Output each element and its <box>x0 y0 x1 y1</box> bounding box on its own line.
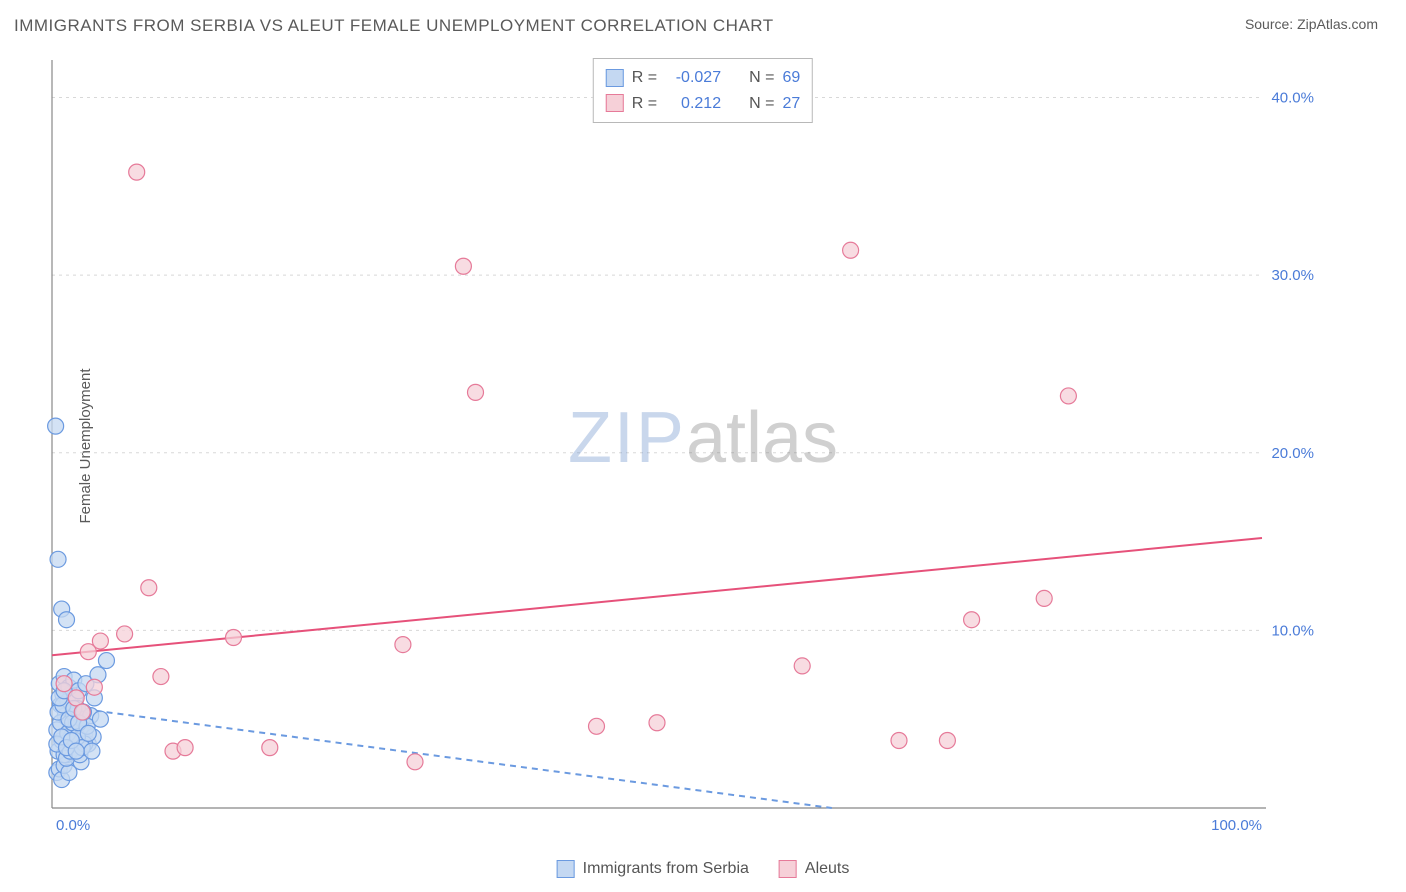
aleuts-point <box>395 637 411 653</box>
legend-label: Aleuts <box>805 860 849 878</box>
aleuts-point <box>649 715 665 731</box>
legend-swatch <box>606 94 624 112</box>
serbia-point <box>68 743 84 759</box>
aleuts-point <box>141 580 157 596</box>
legend-n-value: 69 <box>782 65 800 91</box>
y-tick-label: 30.0% <box>1271 267 1314 284</box>
aleuts-point <box>177 740 193 756</box>
serbia-point <box>98 653 114 669</box>
source-link[interactable]: ZipAtlas.com <box>1297 16 1378 32</box>
aleuts-point <box>455 258 471 274</box>
serbia-point <box>50 551 66 567</box>
serbia-point <box>80 725 96 741</box>
aleuts-point <box>262 740 278 756</box>
aleuts-point <box>74 704 90 720</box>
legend-swatch <box>606 69 624 87</box>
aleuts-point <box>117 626 133 642</box>
serbia-point <box>59 612 75 628</box>
legend-label: Immigrants from Serbia <box>583 860 749 878</box>
legend-row: R = 0.212 N = 27 <box>606 91 800 117</box>
y-tick-label: 40.0% <box>1271 90 1314 107</box>
series-legend-item: Immigrants from Serbia <box>557 860 749 878</box>
legend-r-label: R = <box>632 65 657 91</box>
aleuts-point <box>468 384 484 400</box>
legend-swatch <box>779 860 797 878</box>
aleuts-point <box>226 629 242 645</box>
aleuts-point <box>843 242 859 258</box>
aleuts-point <box>589 718 605 734</box>
legend-swatch <box>557 860 575 878</box>
legend-r-value: 0.212 <box>665 91 721 117</box>
source-label: Source: <box>1245 16 1297 32</box>
aleuts-point <box>129 164 145 180</box>
legend-r-value: -0.027 <box>665 65 721 91</box>
legend-n-label: N = <box>749 91 774 117</box>
x-tick-label: 100.0% <box>1211 817 1262 834</box>
serbia-point <box>84 743 100 759</box>
aleuts-point <box>939 733 955 749</box>
serbia-point <box>92 711 108 727</box>
x-tick-label: 0.0% <box>56 817 90 834</box>
aleuts-point <box>891 733 907 749</box>
legend-n-label: N = <box>749 65 774 91</box>
series-legend-item: Aleuts <box>779 860 849 878</box>
aleuts-point <box>86 679 102 695</box>
source-attribution: Source: ZipAtlas.com <box>1245 16 1378 32</box>
chart-title: IMMIGRANTS FROM SERBIA VS ALEUT FEMALE U… <box>14 16 774 36</box>
correlation-legend: R = -0.027 N = 69 R = 0.212 N = 27 <box>593 58 813 123</box>
aleuts-point <box>68 690 84 706</box>
y-tick-label: 20.0% <box>1271 445 1314 462</box>
aleuts-point <box>1036 590 1052 606</box>
serbia-point <box>48 418 64 434</box>
plot-svg: 10.0% 20.0% 30.0% 40.0% 0.0% 100.0% <box>46 56 1322 844</box>
aleuts-point <box>92 633 108 649</box>
legend-r-label: R = <box>632 91 657 117</box>
aleuts-point <box>153 669 169 685</box>
y-tick-label: 10.0% <box>1271 622 1314 639</box>
aleuts-point <box>407 754 423 770</box>
series-legend: Immigrants from Serbia Aleuts <box>557 860 850 878</box>
aleuts-point <box>1060 388 1076 404</box>
scatter-plot: 10.0% 20.0% 30.0% 40.0% 0.0% 100.0% <box>46 56 1322 844</box>
aleuts-point <box>56 676 72 692</box>
legend-n-value: 27 <box>782 91 800 117</box>
aleuts-point <box>964 612 980 628</box>
legend-row: R = -0.027 N = 69 <box>606 65 800 91</box>
aleuts-point <box>794 658 810 674</box>
